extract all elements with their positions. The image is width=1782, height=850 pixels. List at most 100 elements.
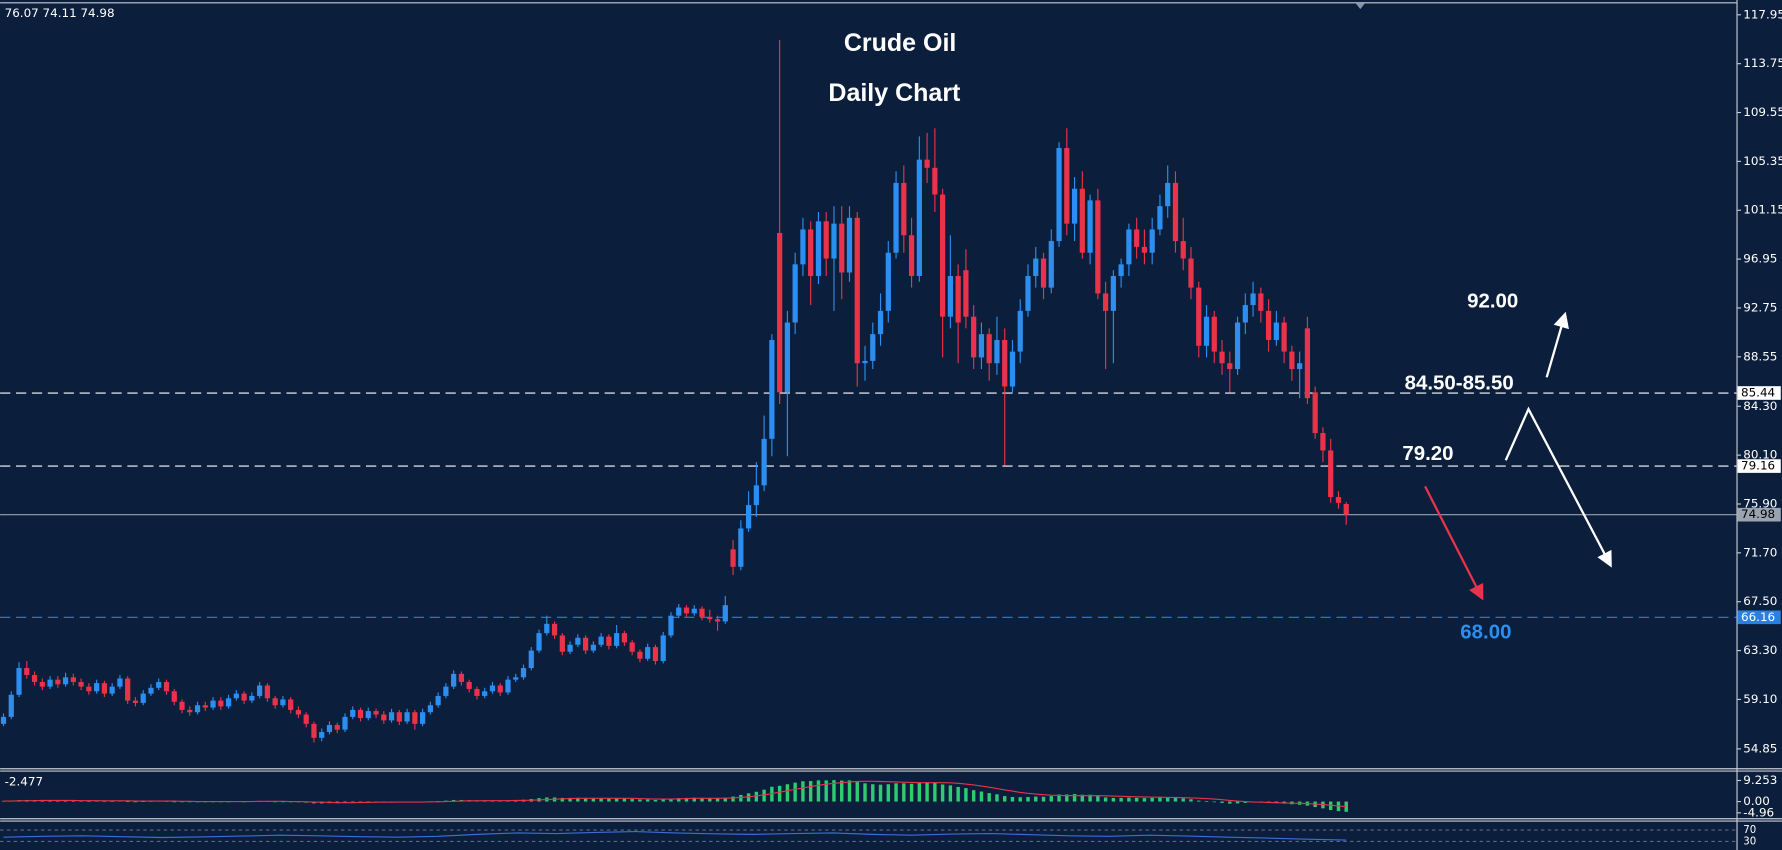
macd-bar [87, 801, 91, 802]
macd-bar [762, 789, 766, 802]
candle-body [94, 683, 100, 692]
candle-body [862, 360, 868, 364]
candle-body [1219, 351, 1225, 364]
macd-bar [1134, 797, 1139, 802]
level-label-box [1737, 507, 1781, 522]
macd-bar [909, 783, 914, 802]
y-tick-label: -4.96 [1743, 805, 1774, 819]
candle-body [769, 339, 775, 439]
candle-body [125, 678, 131, 701]
candle-body [404, 712, 410, 722]
candle-body [544, 623, 550, 634]
macd-bar [1344, 801, 1348, 812]
macd-bar [94, 800, 99, 802]
macd-bar [824, 780, 828, 802]
candle-body [621, 633, 628, 643]
macd-bar [591, 798, 596, 802]
arrows [1424, 311, 1612, 601]
candle-body [877, 310, 884, 335]
macd-bar [855, 781, 859, 802]
macd-bar [746, 793, 751, 802]
candle-body [854, 217, 860, 364]
candle-body [1203, 316, 1210, 346]
macd-bar [1197, 800, 1201, 802]
candle-body [916, 159, 922, 276]
candle-body [132, 700, 139, 703]
candle-body [1265, 310, 1272, 340]
candle-body [1297, 363, 1303, 370]
candle-body [257, 685, 263, 696]
macd-bar [886, 784, 890, 802]
candle-body [528, 650, 534, 669]
macd-bar [1103, 797, 1108, 802]
candle-body [536, 633, 542, 651]
candle-body [1320, 433, 1326, 451]
candle-body [78, 681, 84, 687]
candle-body [730, 549, 736, 567]
macd-bar [1220, 801, 1224, 803]
candle-body [598, 636, 604, 645]
arrow [1504, 406, 1612, 568]
candle-body [62, 677, 69, 685]
arrow [1545, 311, 1569, 378]
candle-body [1180, 241, 1186, 259]
candle-body [753, 485, 759, 506]
macd-bar [1111, 797, 1116, 802]
y-tick-label: 71.70 [1743, 545, 1777, 559]
candle-body [901, 182, 907, 236]
macd-bar [622, 798, 627, 802]
chart-title: Crude Oil [844, 29, 957, 57]
macd-bar [180, 801, 184, 803]
macd-bar [188, 801, 192, 803]
macd-bar [56, 800, 60, 802]
candle-body [194, 705, 201, 713]
macd-bar [351, 801, 355, 803]
macd-bar [1072, 794, 1077, 802]
candle-body [225, 698, 232, 707]
macd-bar [847, 780, 852, 802]
macd-bar [568, 797, 572, 802]
y-tick-label: 88.55 [1743, 349, 1777, 363]
candle-body [0, 716, 7, 724]
candle-body [497, 685, 503, 693]
candle-body [1071, 188, 1078, 224]
y-tick-label: 9.253 [1743, 773, 1777, 787]
macd-bar [1080, 794, 1085, 802]
candle-body [714, 619, 721, 622]
macd-bar [1235, 801, 1240, 804]
candle-body [101, 683, 108, 694]
candle-body [1103, 293, 1109, 311]
macd-bar [560, 797, 565, 802]
candle-body [187, 709, 193, 713]
candle-body [738, 528, 744, 567]
candle-body [303, 714, 309, 724]
candle-body [986, 334, 992, 364]
y-tick-label: 30 [1743, 836, 1756, 847]
candle-body [109, 686, 115, 694]
candle-body [808, 229, 814, 276]
candle-body [1196, 287, 1202, 346]
candle-body [629, 642, 635, 652]
candle-body [280, 699, 286, 706]
macd-bar [956, 786, 960, 802]
candle-body [971, 316, 977, 358]
candle-body [47, 679, 53, 687]
candle-body [1025, 275, 1031, 311]
candle-body [846, 217, 853, 273]
macd-bar [971, 790, 976, 802]
y-tick-label: 67.50 [1743, 594, 1777, 608]
candle-body [163, 681, 170, 692]
candle-body [342, 716, 348, 730]
macd-bar [878, 784, 883, 802]
candle-body [1343, 503, 1349, 515]
candle-body [745, 505, 752, 529]
candle-body [924, 159, 930, 168]
candle-body [1095, 200, 1101, 294]
candle-body [870, 334, 876, 361]
macd-bar [1018, 797, 1022, 802]
candle-body [202, 705, 208, 708]
macd-bar [692, 797, 696, 802]
y-tick-label: 59.10 [1743, 692, 1777, 706]
